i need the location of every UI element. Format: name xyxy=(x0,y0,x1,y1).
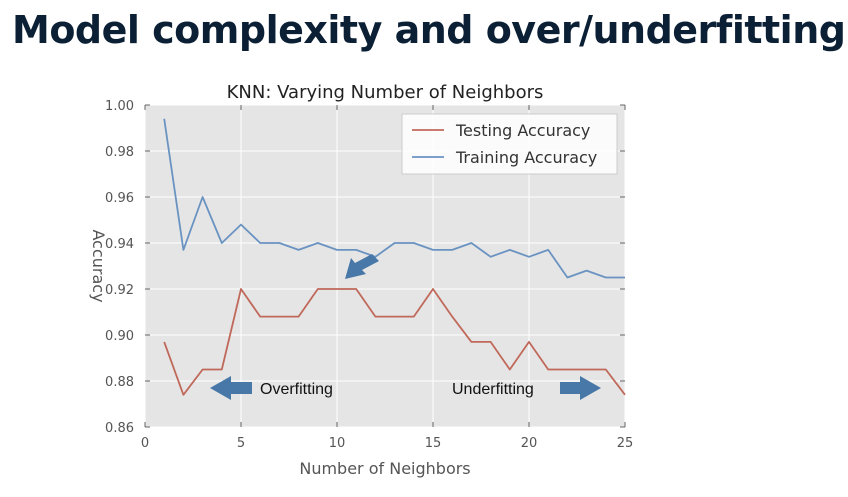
training-accuracy-point xyxy=(623,276,626,279)
y-tick-label: 0.94 xyxy=(105,237,134,252)
training-accuracy-point xyxy=(259,241,262,244)
testing-accuracy-point xyxy=(355,287,358,290)
testing-accuracy-point xyxy=(239,287,242,290)
training-accuracy-point xyxy=(316,241,319,244)
training-accuracy-point xyxy=(470,241,473,244)
training-accuracy-point xyxy=(604,276,607,279)
y-tick-label: 0.92 xyxy=(105,283,134,298)
training-accuracy-point xyxy=(201,195,204,198)
series-lines xyxy=(163,117,626,396)
chart-title: KNN: Varying Number of Neighbors xyxy=(227,82,544,103)
training-accuracy-point xyxy=(297,248,300,251)
overfitting-arrow-icon xyxy=(210,376,252,400)
testing-accuracy-point xyxy=(489,340,492,343)
slide-title: Model complexity and over/underfitting xyxy=(12,8,846,52)
x-tick-label: 15 xyxy=(425,436,442,451)
testing-accuracy-point xyxy=(259,315,262,318)
x-tick-label: 5 xyxy=(237,436,245,451)
training-accuracy-point xyxy=(335,248,338,251)
training-accuracy-point xyxy=(585,269,588,272)
training-accuracy-point xyxy=(220,241,223,244)
y-tick-label: 1.00 xyxy=(105,99,134,114)
testing-accuracy-point xyxy=(604,368,607,371)
y-axis-label: Accuracy xyxy=(89,229,108,302)
testing-accuracy-point xyxy=(508,368,511,371)
overfitting-label: Overfitting xyxy=(260,381,333,398)
testing-accuracy-point xyxy=(374,315,377,318)
legend-label-training: Training Accuracy xyxy=(455,148,597,167)
testing-accuracy-point xyxy=(470,340,473,343)
training-accuracy-point xyxy=(239,223,242,226)
testing-accuracy-line xyxy=(163,288,626,396)
training-accuracy-point xyxy=(489,255,492,258)
training-accuracy-point xyxy=(547,248,550,251)
axis-ticks: 0 5 10 15 20 25 0.86 0.88 0.90 0.92 0.94 0.96 0.98 1.… xyxy=(105,99,633,451)
training-accuracy-point xyxy=(412,241,415,244)
training-accuracy-point xyxy=(278,241,281,244)
x-tick-label: 20 xyxy=(521,436,538,451)
x-tick-label: 10 xyxy=(329,436,346,451)
testing-accuracy-point xyxy=(201,368,204,371)
testing-accuracy-point xyxy=(297,315,300,318)
y-tick-label: 0.96 xyxy=(105,191,134,206)
x-tick-label: 25 xyxy=(617,436,634,451)
legend: Testing Accuracy Training Accuracy xyxy=(401,113,618,175)
underfitting-arrow-icon xyxy=(560,376,601,400)
training-accuracy-line xyxy=(163,118,625,279)
testing-accuracy-point xyxy=(278,315,281,318)
testing-accuracy-point xyxy=(335,287,338,290)
annotation-arrows: Overfitting Underfitting xyxy=(210,254,601,400)
testing-accuracy-point xyxy=(163,340,166,343)
y-tick-label: 0.98 xyxy=(105,145,134,160)
training-accuracy-point xyxy=(566,276,569,279)
y-tick-label: 0.88 xyxy=(105,375,134,390)
testing-accuracy-point xyxy=(431,287,434,290)
x-tick-label: 0 xyxy=(141,436,149,451)
testing-accuracy-point xyxy=(393,315,396,318)
legend-box xyxy=(401,113,618,175)
testing-accuracy-point xyxy=(451,315,454,318)
testing-accuracy-point xyxy=(220,368,223,371)
training-accuracy-point xyxy=(393,241,396,244)
y-tick-label: 0.86 xyxy=(105,421,134,436)
x-axis-label: Number of Neighbors xyxy=(299,459,470,478)
y-tick-label: 0.90 xyxy=(105,329,134,344)
training-accuracy-point xyxy=(508,248,511,251)
testing-accuracy-point xyxy=(623,393,626,396)
training-accuracy-point xyxy=(182,248,185,251)
testing-accuracy-point xyxy=(547,368,550,371)
training-accuracy-point xyxy=(355,248,358,251)
training-accuracy-point xyxy=(527,255,530,258)
underfitting-label: Underfitting xyxy=(452,381,534,398)
testing-accuracy-point xyxy=(585,368,588,371)
legend-label-testing: Testing Accuracy xyxy=(455,121,590,140)
pointer-arrow-icon xyxy=(345,254,379,279)
testing-accuracy-point xyxy=(316,287,319,290)
testing-accuracy-point xyxy=(182,393,185,396)
testing-accuracy-point xyxy=(412,315,415,318)
testing-accuracy-point xyxy=(527,340,530,343)
training-accuracy-point xyxy=(431,248,434,251)
testing-accuracy-point xyxy=(566,368,569,371)
training-accuracy-point xyxy=(451,248,454,251)
training-accuracy-point xyxy=(163,117,166,120)
